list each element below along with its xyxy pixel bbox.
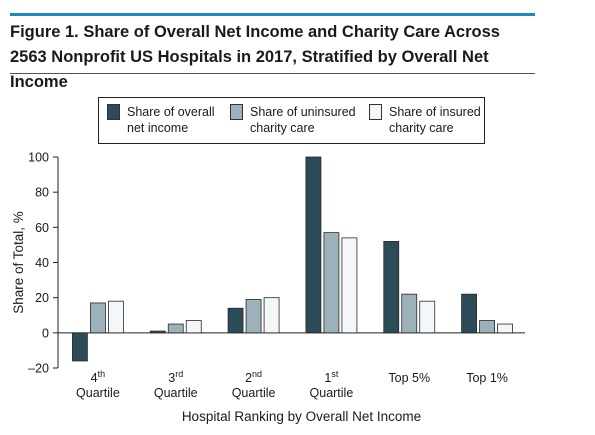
- x-tick-label: 3rd: [168, 369, 183, 385]
- title-accent-rule: [10, 13, 535, 16]
- figure-title-line-2: 2563 Nonprofit US Hospitals in 2017, Str…: [10, 48, 489, 91]
- x-tick-label: Top 5%: [388, 371, 430, 385]
- bar: [341, 237, 358, 334]
- y-tick-label: 0: [42, 326, 49, 340]
- x-tick-label-line2: Quartile: [154, 386, 198, 400]
- y-tick-label: 80: [35, 186, 49, 200]
- y-tick-label: –20: [28, 362, 49, 376]
- figure-title: Figure 1. Share of Overall Net Income an…: [10, 20, 540, 95]
- y-axis-title: Share of Total, %: [11, 211, 26, 314]
- x-axis-title: Hospital Ranking by Overall Net Income: [182, 409, 421, 424]
- bar: [461, 293, 477, 334]
- bar: [90, 302, 106, 334]
- chart-legend: Share of overall net income Share of uni…: [98, 97, 485, 144]
- x-tick-label: 2nd: [245, 369, 262, 385]
- x-tick-label: 4th: [91, 369, 105, 385]
- bar: [419, 300, 436, 334]
- bar: [383, 240, 400, 334]
- chart-labels: 100806040200–204thQuartile3rdQuartile2nd…: [11, 151, 508, 425]
- title-divider: [10, 73, 535, 74]
- bar: [479, 320, 495, 334]
- bar: [227, 307, 244, 334]
- legend-label-uninsured: Share of uninsured charity care: [250, 105, 356, 135]
- bar: [245, 299, 262, 334]
- bar: [185, 320, 202, 334]
- legend-swatch-insured: [369, 104, 382, 120]
- bar: [263, 297, 280, 334]
- legend-label-net-income: Share of overall net income: [127, 105, 215, 135]
- x-tick-label: Top 1%: [466, 371, 508, 385]
- legend-swatch-net-income: [107, 104, 120, 120]
- x-tick-label-line2: Quartile: [232, 386, 276, 400]
- chart-bars: [72, 156, 513, 362]
- bar: [72, 332, 88, 362]
- bar: [167, 323, 184, 334]
- legend-swatch-uninsured: [230, 104, 243, 120]
- bar: [108, 300, 124, 334]
- legend-label-insured: Share of insured charity care: [389, 105, 481, 135]
- bar: [323, 232, 340, 334]
- bar: [401, 293, 418, 334]
- bar: [497, 323, 513, 334]
- chart-axes: [53, 156, 525, 369]
- y-tick-label: 20: [35, 291, 49, 305]
- y-tick-label: 40: [35, 256, 49, 270]
- y-tick-label: 60: [35, 221, 49, 235]
- x-tick-label-line2: Quartile: [310, 386, 354, 400]
- bar: [149, 330, 166, 334]
- figure-title-line-1: Figure 1. Share of Overall Net Income an…: [10, 23, 500, 41]
- bar: [305, 156, 322, 334]
- x-tick-label: 1st: [324, 369, 338, 385]
- x-tick-label-line2: Quartile: [76, 386, 120, 400]
- y-tick-label: 100: [28, 151, 49, 165]
